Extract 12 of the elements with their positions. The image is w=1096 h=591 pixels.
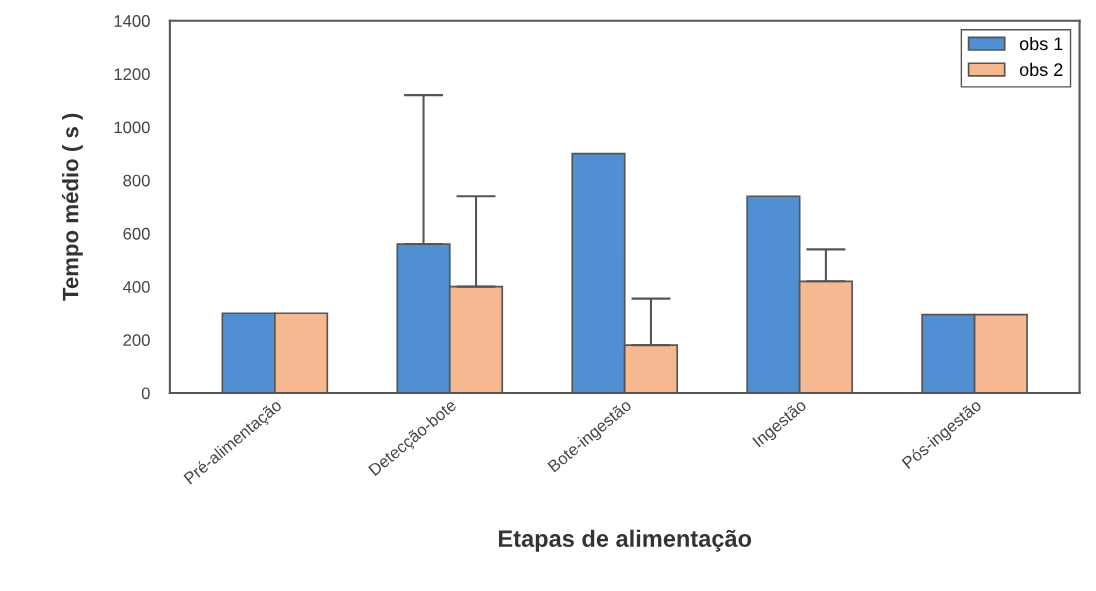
y-axis-title: Tempo médio ( s ) [61, 113, 83, 301]
y-tick-label: 200 [123, 334, 150, 347]
y-tick-label: 800 [123, 174, 150, 187]
y-tick-label: 1400 [114, 15, 150, 27]
legend-label: obs 2 [1019, 62, 1063, 77]
y-tick-label: 600 [123, 227, 150, 240]
y-tick-label: 400 [123, 281, 150, 293]
x-axis-title: Etapas de alimentação [499, 529, 752, 552]
y-tick-label: 1200 [114, 68, 150, 81]
y-tick-label: 1000 [114, 121, 150, 134]
legend-label: obs 1 [1019, 36, 1063, 51]
y-tick-label: 0 [141, 387, 150, 400]
